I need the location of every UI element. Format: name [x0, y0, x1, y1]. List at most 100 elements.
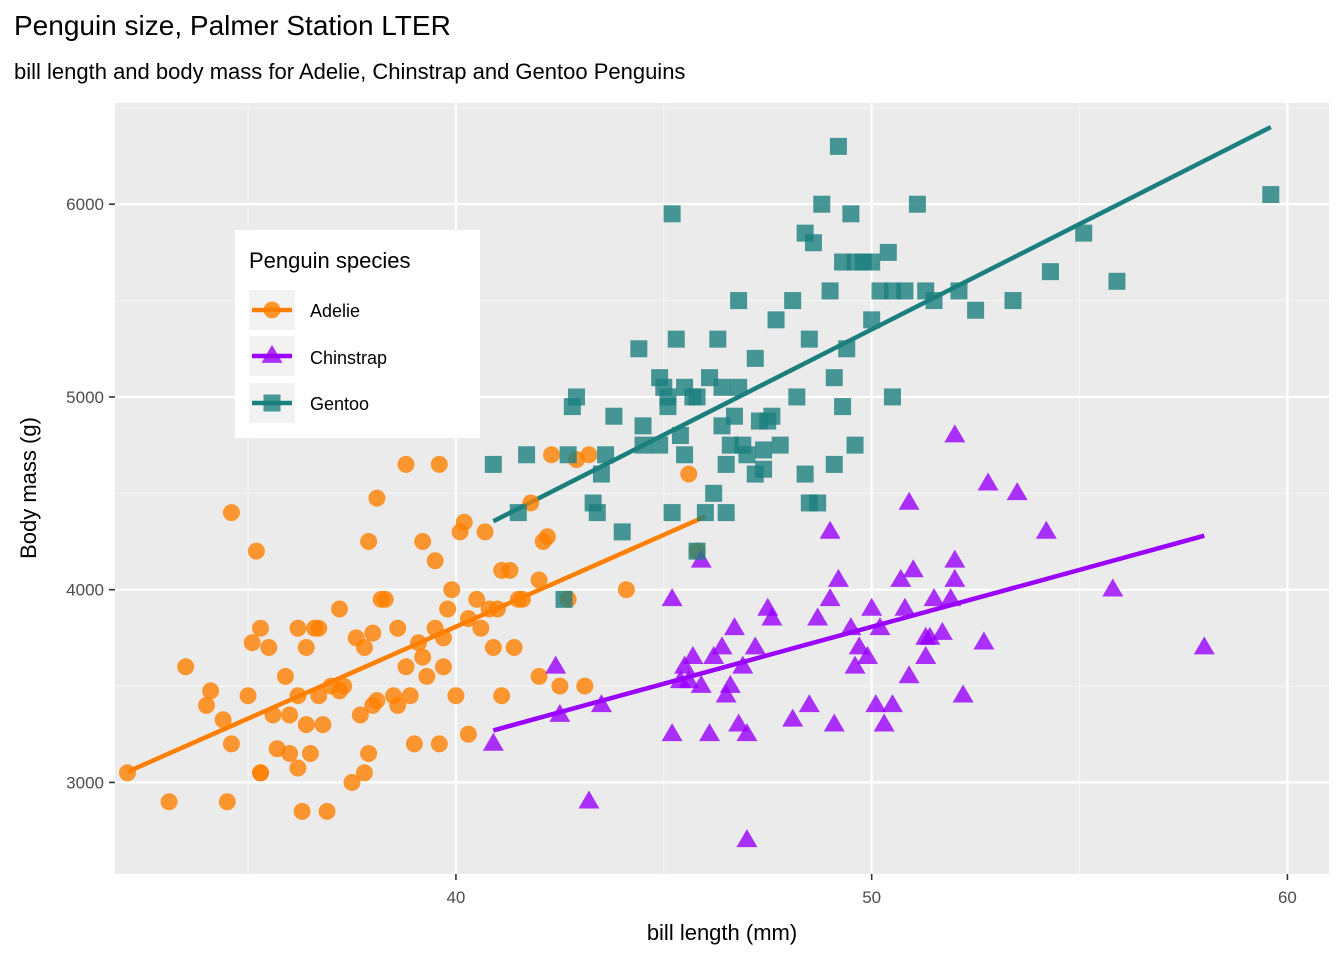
- point-chinstrap: [782, 708, 804, 727]
- point-gentoo: [688, 388, 706, 406]
- point-gentoo: [771, 436, 789, 454]
- point-adelie: [680, 465, 698, 483]
- point-adelie: [351, 706, 369, 724]
- point-adelie: [247, 542, 265, 560]
- point-adelie: [410, 634, 427, 652]
- point-gentoo: [651, 436, 669, 454]
- point-gentoo: [634, 436, 652, 454]
- x-tick-label: 50: [862, 888, 881, 907]
- legend-title: Penguin species: [249, 248, 410, 273]
- chart-title: Penguin size, Palmer Station LTER: [14, 10, 451, 41]
- point-gentoo: [634, 417, 652, 435]
- point-gentoo: [863, 253, 881, 271]
- point-gentoo: [788, 388, 806, 406]
- point-gentoo: [846, 436, 864, 454]
- point-chinstrap: [690, 674, 712, 693]
- point-gentoo: [838, 340, 856, 358]
- point-adelie: [314, 716, 332, 734]
- point-gentoo: [509, 504, 527, 522]
- point-chinstrap: [944, 549, 966, 568]
- point-gentoo: [800, 494, 818, 512]
- point-chinstrap: [736, 723, 758, 742]
- point-chinstrap: [977, 472, 999, 491]
- point-gentoo: [663, 504, 681, 522]
- point-gentoo: [559, 446, 577, 464]
- point-chinstrap: [865, 694, 887, 713]
- point-gentoo: [484, 455, 502, 473]
- point-gentoo: [967, 301, 985, 319]
- point-chinstrap: [678, 670, 700, 689]
- point-gentoo: [908, 195, 926, 213]
- legend-keys: [252, 301, 292, 412]
- point-adelie: [551, 677, 569, 695]
- point-adelie: [310, 687, 328, 705]
- point-gentoo: [613, 523, 631, 541]
- point-gentoo: [863, 311, 881, 329]
- point-adelie: [505, 639, 523, 657]
- point-adelie: [418, 667, 436, 685]
- point-gentoo: [1075, 224, 1093, 242]
- point-chinstrap: [819, 588, 841, 607]
- point-gentoo: [834, 398, 852, 416]
- point-adelie: [389, 696, 407, 714]
- legend-label-gentoo: Gentoo: [310, 394, 369, 414]
- point-chinstrap: [807, 607, 829, 626]
- point-adelie: [447, 687, 465, 705]
- point-adelie: [252, 764, 270, 782]
- point-chinstrap: [861, 597, 883, 616]
- point-adelie: [484, 639, 502, 657]
- point-adelie: [397, 658, 415, 676]
- point-adelie: [289, 687, 307, 705]
- point-adelie: [443, 581, 461, 599]
- point-adelie: [297, 716, 315, 734]
- point-chinstrap: [798, 694, 820, 713]
- point-adelie: [160, 793, 178, 811]
- point-chinstrap: [898, 491, 920, 510]
- point-chinstrap: [827, 568, 849, 587]
- point-gentoo: [784, 292, 802, 310]
- point-adelie: [434, 629, 452, 647]
- point-adelie: [222, 504, 240, 522]
- legend-label-chinstrap: Chinstrap: [310, 348, 387, 368]
- point-adelie: [260, 639, 278, 657]
- point-chinstrap: [894, 597, 916, 616]
- y-tick-label: 3000: [66, 773, 104, 792]
- point-chinstrap: [944, 568, 966, 587]
- point-adelie: [355, 639, 373, 657]
- trend-line-gentoo: [492, 125, 1272, 524]
- point-adelie: [439, 600, 457, 618]
- point-adelie: [289, 759, 307, 777]
- point-gentoo: [825, 369, 843, 387]
- point-chinstrap: [869, 617, 891, 636]
- point-gentoo: [755, 441, 773, 459]
- point-gentoo: [688, 542, 706, 560]
- point-chinstrap: [873, 713, 895, 732]
- point-adelie: [360, 745, 378, 763]
- point-adelie: [364, 696, 382, 714]
- chart-subtitle: bill length and body mass for Adelie, Ch…: [14, 59, 686, 84]
- point-chinstrap: [761, 607, 783, 626]
- point-chinstrap: [823, 713, 845, 732]
- point-chinstrap: [661, 588, 683, 607]
- point-adelie: [576, 677, 594, 695]
- point-adelie: [376, 590, 394, 608]
- point-chinstrap: [1102, 578, 1124, 597]
- axis-ticks: 40 50 60 3000 4000 5000 6000: [66, 195, 1297, 907]
- point-adelie: [197, 696, 215, 714]
- point-gentoo: [1108, 272, 1126, 290]
- point-chinstrap: [744, 636, 766, 655]
- legend-marker-adelie: [263, 301, 281, 319]
- point-adelie: [543, 446, 561, 464]
- point-adelie: [530, 571, 548, 589]
- point-adelie: [364, 624, 382, 642]
- legend-marker-chinstrap: [261, 344, 283, 363]
- y-tick-label: 4000: [66, 581, 104, 600]
- y-tick-label: 5000: [66, 388, 104, 407]
- point-chinstrap: [915, 626, 937, 645]
- point-gentoo: [804, 234, 822, 252]
- point-gentoo: [813, 195, 831, 213]
- point-gentoo: [605, 407, 623, 425]
- point-chinstrap: [578, 790, 600, 809]
- point-gentoo: [734, 436, 752, 454]
